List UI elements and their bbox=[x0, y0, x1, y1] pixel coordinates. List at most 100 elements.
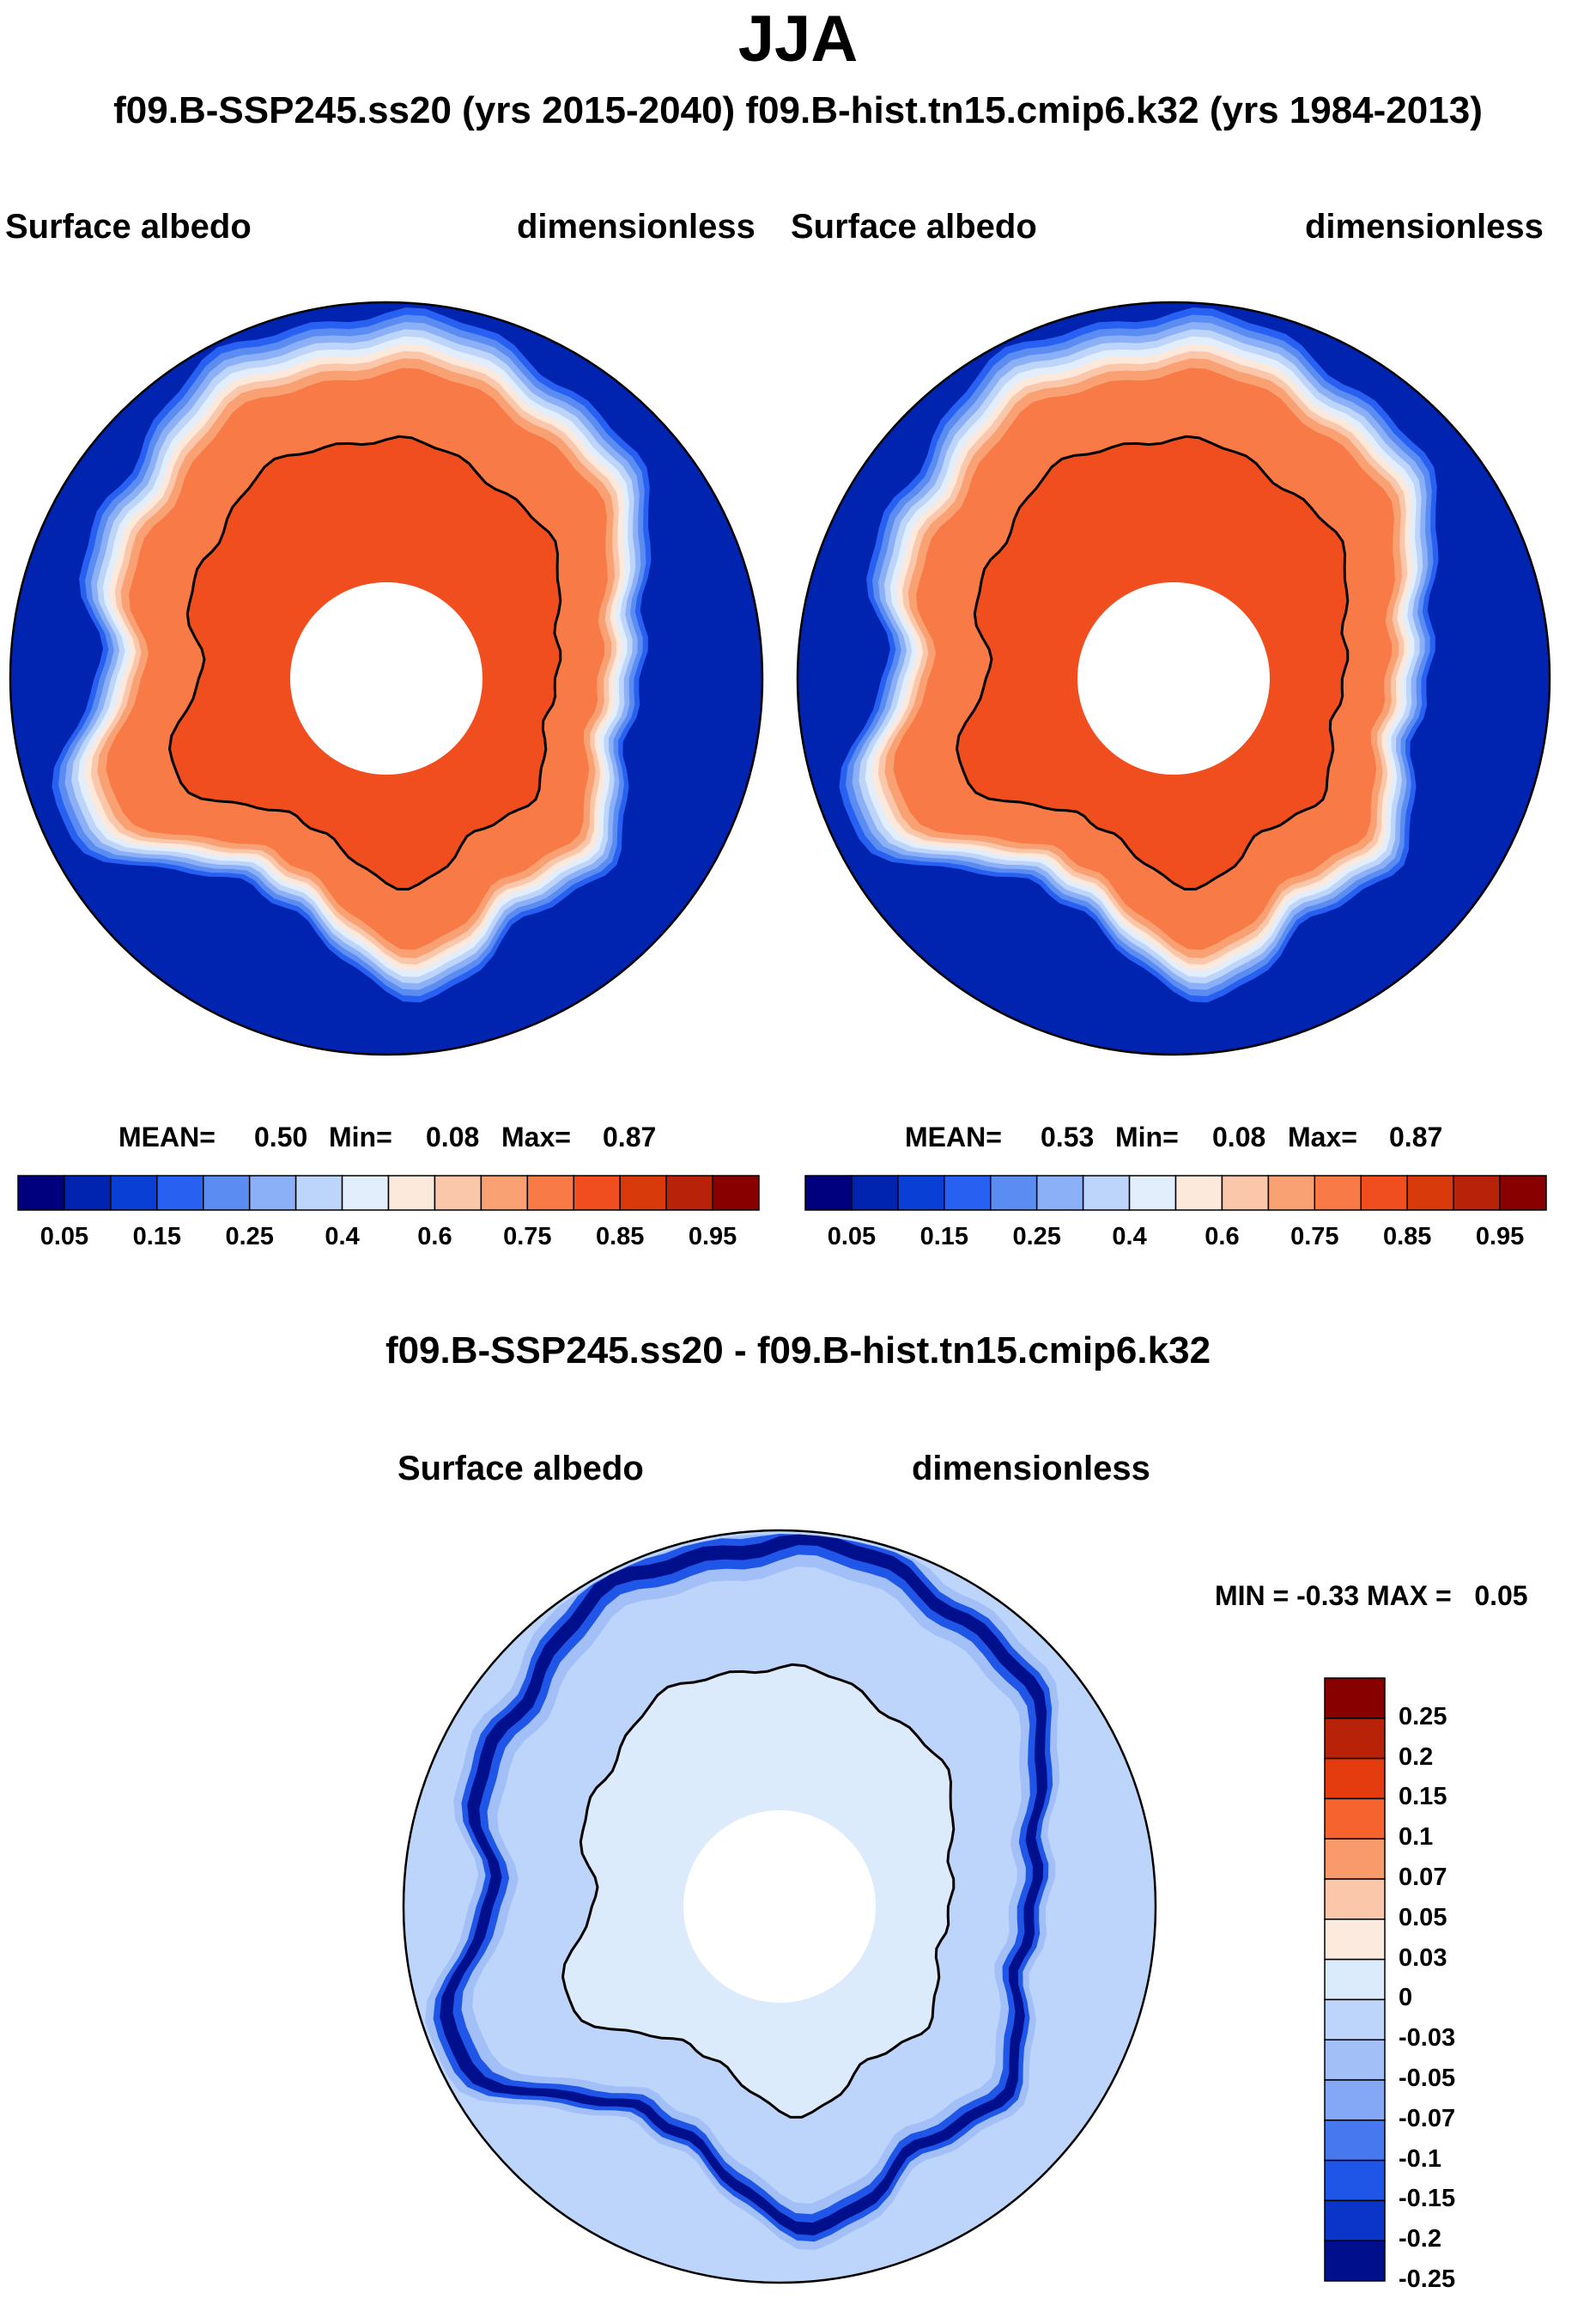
colorbar-tick-label: -0.15 bbox=[1399, 2185, 1456, 2213]
panel2-min-value: 0.08 bbox=[1212, 1122, 1266, 1152]
colorbar-tick-label: 0.1 bbox=[1399, 1823, 1434, 1852]
colorbar-tick-label: 0.85 bbox=[1382, 1223, 1432, 1250]
colorbar-tick-label: -0.25 bbox=[1399, 2265, 1456, 2293]
colorbar-box-15 bbox=[1499, 1175, 1547, 1211]
map-boundary bbox=[796, 301, 1551, 1056]
colorbar-tick-label: 0.25 bbox=[1012, 1223, 1061, 1250]
colorbar-box-11 bbox=[1324, 2119, 1386, 2162]
colorbar-box-1 bbox=[1324, 1718, 1386, 1760]
colorbar-box-7 bbox=[1324, 1958, 1386, 2001]
panel1-min-label: Min= bbox=[329, 1122, 392, 1152]
panel2-min-label: Min= bbox=[1115, 1122, 1179, 1152]
colorbar-box-13 bbox=[1406, 1175, 1454, 1211]
colorbar-box-8 bbox=[1174, 1175, 1223, 1211]
panel2-mean-label: MEAN= bbox=[905, 1122, 1002, 1152]
difference-min-max: MIN = -0.33 MAX = 0.05 bbox=[1215, 1580, 1528, 1612]
colorbar-panel1 bbox=[17, 1175, 760, 1211]
diff-max-label: MAX = bbox=[1366, 1580, 1452, 1611]
colorbar-tick-label: 0.75 bbox=[503, 1223, 552, 1250]
colorbar-box-15 bbox=[712, 1175, 760, 1211]
panel1-max-label: Max= bbox=[501, 1122, 571, 1152]
colorbar-box-9 bbox=[1324, 2039, 1386, 2081]
colorbar-tick-label: 0.6 bbox=[417, 1223, 452, 1250]
case-subtitle: f09.B-SSP245.ss20 (yrs 2015-2040) f09.B-… bbox=[113, 89, 1483, 131]
colorbar-tick-label: 0.95 bbox=[1475, 1223, 1525, 1250]
colorbar-box-3 bbox=[156, 1175, 204, 1211]
colorbar-panel2 bbox=[804, 1175, 1547, 1211]
colorbar-box-10 bbox=[1267, 1175, 1316, 1211]
colorbar-tick-label: 0.05 bbox=[39, 1223, 89, 1250]
colorbar-tick-label: 0.85 bbox=[595, 1223, 645, 1250]
colorbar-box-0 bbox=[17, 1175, 65, 1211]
colorbar-box-4 bbox=[990, 1175, 1038, 1211]
panel1-min-value: 0.08 bbox=[426, 1122, 480, 1152]
diff-max-value: 0.05 bbox=[1474, 1580, 1528, 1611]
colorbar-difference bbox=[1324, 1677, 1386, 2282]
colorbar-box-9 bbox=[1221, 1175, 1270, 1211]
colorbar-tick-label: 0.2 bbox=[1399, 1742, 1434, 1771]
colorbar-tick-label: 0 bbox=[1399, 1984, 1413, 2012]
colorbar-tick-label: -0.2 bbox=[1399, 2225, 1441, 2253]
colorbar-tick-label: 0.05 bbox=[827, 1223, 877, 1250]
colorbar-box-5 bbox=[1324, 1878, 1386, 1920]
panel1-units: dimensionless bbox=[517, 208, 756, 246]
panel3-units: dimensionless bbox=[912, 1450, 1150, 1487]
panel2-max-label: Max= bbox=[1288, 1122, 1357, 1152]
polar-hole bbox=[290, 582, 482, 775]
colorbar-box-6 bbox=[294, 1175, 343, 1211]
colorbar-box-14 bbox=[665, 1175, 713, 1211]
colorbar-box-12 bbox=[573, 1175, 621, 1211]
map-panel-hist bbox=[796, 301, 1551, 1056]
colorbar-tick-label: 0.15 bbox=[919, 1223, 969, 1250]
colorbar-tick-label: -0.05 bbox=[1399, 2065, 1456, 2092]
colorbar-box-10 bbox=[480, 1175, 529, 1211]
polar-hole bbox=[683, 1810, 876, 2003]
colorbar-box-2 bbox=[897, 1175, 945, 1211]
colorbar-box-2 bbox=[110, 1175, 158, 1211]
colorbar-tick-label: 0.75 bbox=[1290, 1223, 1339, 1250]
panel1-mean-value: 0.50 bbox=[254, 1122, 308, 1152]
colorbar-tick-label: -0.1 bbox=[1399, 2144, 1441, 2173]
colorbar-box-3 bbox=[944, 1175, 992, 1211]
colorbar-box-7 bbox=[341, 1175, 390, 1211]
colorbar-tick-label: 0.95 bbox=[688, 1223, 737, 1250]
colorbar-box-0 bbox=[1324, 1677, 1386, 1719]
colorbar-box-8 bbox=[387, 1175, 436, 1211]
colorbar-box-8 bbox=[1324, 1998, 1386, 2040]
map-boundary bbox=[402, 1529, 1157, 2284]
colorbar-box-3 bbox=[1324, 1797, 1386, 1840]
colorbar-box-10 bbox=[1324, 2079, 1386, 2121]
colorbar-tick-label: 0.25 bbox=[1399, 1702, 1447, 1730]
map-panel-difference bbox=[402, 1529, 1157, 2284]
colorbar-tick-label: 0.25 bbox=[225, 1223, 274, 1250]
colorbar-tick-label: -0.07 bbox=[1399, 2104, 1456, 2132]
colorbar-box-4 bbox=[1324, 1838, 1386, 1880]
panel2-title: Surface albedo bbox=[791, 208, 1037, 246]
colorbar-box-2 bbox=[1324, 1757, 1386, 1800]
colorbar-tick-label: 0.03 bbox=[1399, 1943, 1447, 1972]
colorbar-box-6 bbox=[1082, 1175, 1131, 1211]
colorbar-box-5 bbox=[248, 1175, 297, 1211]
colorbar-box-0 bbox=[804, 1175, 853, 1211]
map-boundary bbox=[9, 301, 764, 1056]
colorbar-tick-label: 0.15 bbox=[1399, 1783, 1447, 1811]
colorbar-box-14 bbox=[1453, 1175, 1501, 1211]
colorbar-box-4 bbox=[203, 1175, 251, 1211]
colorbar-box-5 bbox=[1035, 1175, 1084, 1211]
colorbar-box-14 bbox=[1324, 2240, 1386, 2282]
colorbar-box-12 bbox=[1324, 2159, 1386, 2202]
colorbar-tick-label: 0.07 bbox=[1399, 1864, 1447, 1891]
colorbar-tick-label: 0.4 bbox=[325, 1223, 360, 1250]
colorbar-box-13 bbox=[1324, 2199, 1386, 2241]
panel3-title: Surface albedo bbox=[397, 1450, 644, 1487]
colorbar-tick-label: 0.6 bbox=[1205, 1223, 1240, 1250]
panel1-max-value: 0.87 bbox=[603, 1122, 657, 1152]
colorbar-tick-label: 0.15 bbox=[132, 1223, 182, 1250]
colorbar-box-1 bbox=[64, 1175, 112, 1211]
colorbar-box-11 bbox=[526, 1175, 574, 1211]
colorbar-tick-label: -0.03 bbox=[1399, 2024, 1456, 2053]
colorbar-box-13 bbox=[619, 1175, 667, 1211]
colorbar-box-6 bbox=[1324, 1919, 1386, 1961]
difference-title: f09.B-SSP245.ss20 - f09.B-hist.tn15.cmip… bbox=[385, 1329, 1211, 1371]
panel1-title: Surface albedo bbox=[5, 208, 252, 246]
